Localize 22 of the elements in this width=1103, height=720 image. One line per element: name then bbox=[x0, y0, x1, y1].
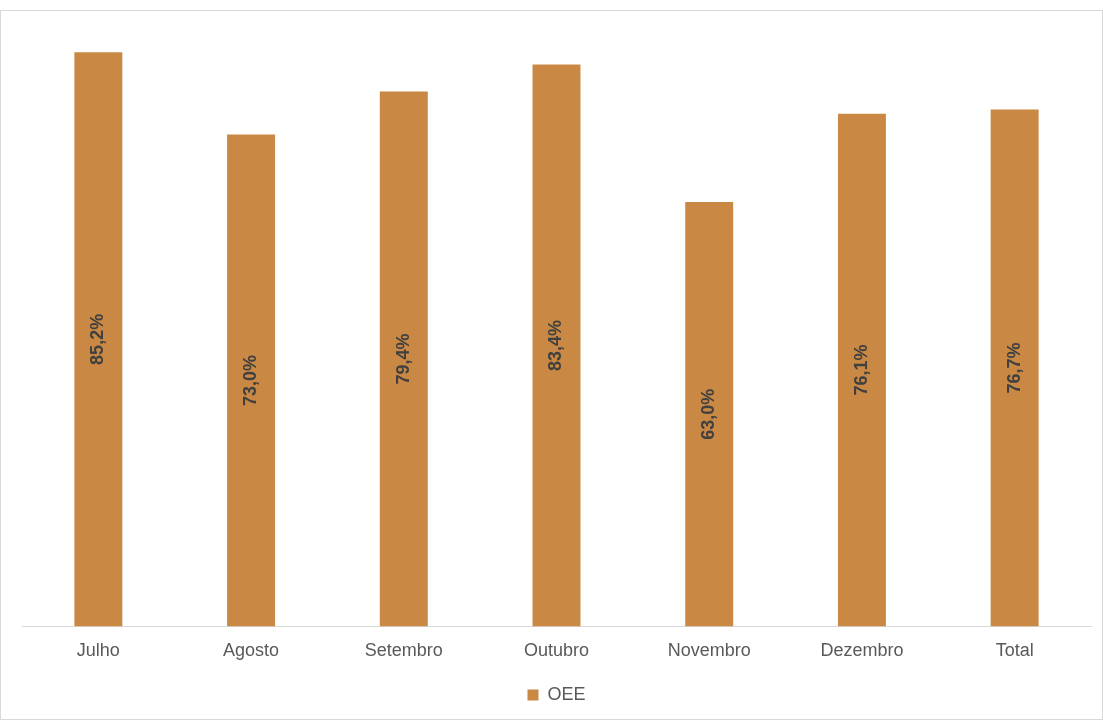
x-tick-label: Julho bbox=[76, 640, 120, 661]
bar bbox=[990, 109, 1039, 627]
x-tick-label: Agosto bbox=[223, 640, 280, 661]
data-label: 85,2% bbox=[87, 313, 108, 365]
bar bbox=[685, 201, 734, 627]
x-tick-label: Total bbox=[995, 640, 1034, 661]
bar bbox=[74, 52, 123, 627]
bar bbox=[837, 113, 886, 627]
legend-label: OEE bbox=[547, 683, 586, 704]
data-label: 83,4% bbox=[545, 319, 566, 371]
bar bbox=[532, 64, 581, 627]
data-label: 79,4% bbox=[392, 333, 413, 385]
x-tick-label: Setembro bbox=[364, 640, 443, 661]
x-tick-label: Dezembro bbox=[820, 640, 904, 661]
data-label: 76,1% bbox=[850, 344, 871, 396]
x-tick-label: Outubro bbox=[523, 640, 590, 661]
data-label: 76,7% bbox=[1003, 342, 1024, 394]
data-label: 63,0% bbox=[698, 388, 719, 440]
data-label: 73,0% bbox=[240, 354, 261, 406]
x-tick-label: Novembro bbox=[667, 640, 751, 661]
bar bbox=[227, 134, 276, 627]
bar bbox=[379, 91, 428, 627]
